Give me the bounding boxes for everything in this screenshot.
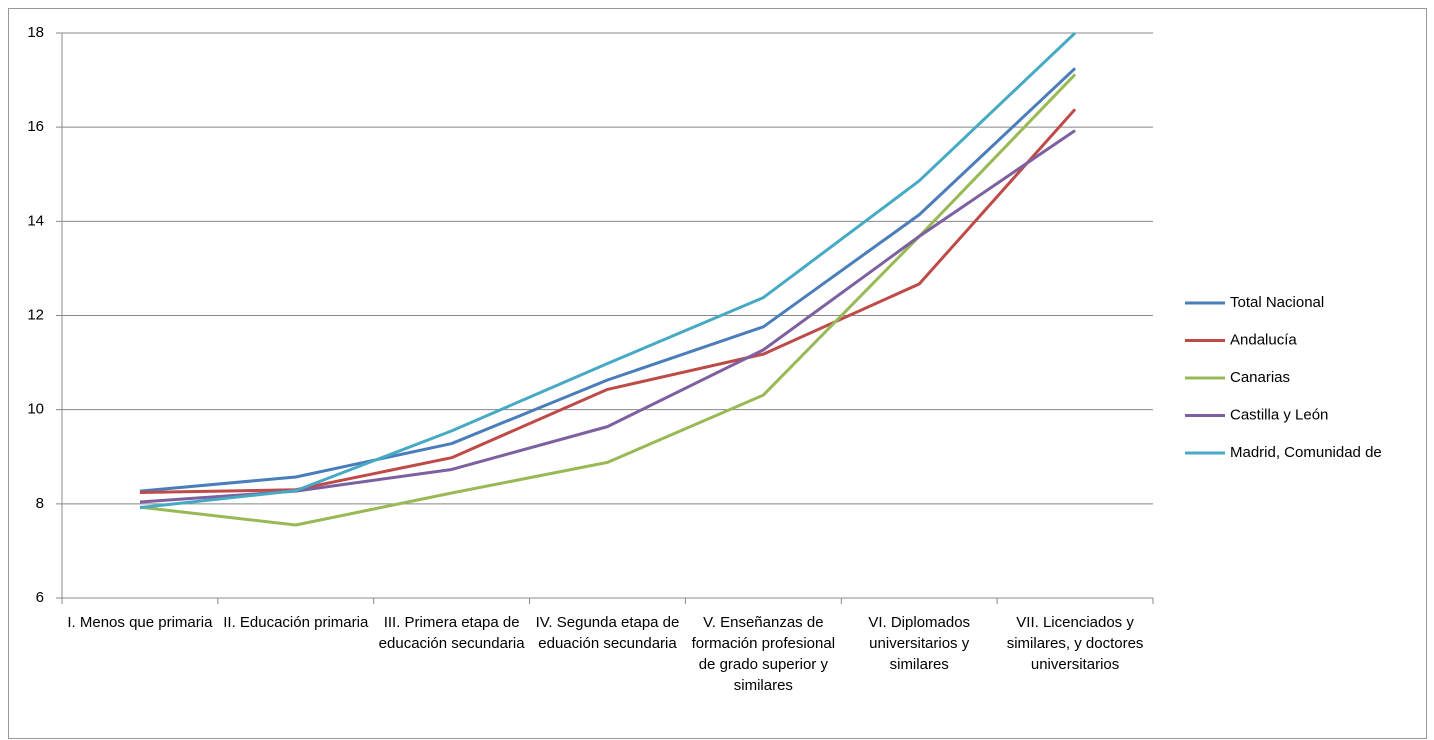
y-tick-label: 10	[27, 401, 44, 418]
series-line	[139, 31, 1077, 510]
y-tick-label: 18	[27, 24, 44, 41]
x-tick-label: III. Primera etapa de educación secundar…	[378, 614, 525, 652]
y-tick-label: 8	[36, 495, 44, 512]
legend-label: Total Nacional	[1230, 294, 1324, 311]
frame	[8, 8, 1427, 739]
series-line	[139, 73, 1077, 527]
y-tick-label: 16	[27, 118, 44, 135]
x-tick-label: V. Enseñanzas de formación profesional d…	[691, 614, 836, 694]
x-tick-label: II. Educación primaria	[223, 614, 369, 631]
series-line	[139, 129, 1076, 504]
series-line	[139, 67, 1077, 493]
legend-label: Canarias	[1230, 369, 1290, 386]
y-tick-label: 14	[27, 212, 44, 229]
y-tick-label: 12	[27, 306, 44, 323]
x-tick-label: VII. Licenciados y similares, y doctores…	[1006, 614, 1144, 673]
x-tick-label: VI. Diplomados universitarios y similare…	[868, 614, 971, 673]
legend-label: Andalucía	[1230, 331, 1297, 348]
x-tick-label: IV. Segunda etapa de eduación secundaria	[535, 614, 680, 652]
legend-label: Castilla y León	[1230, 406, 1328, 423]
legend-label: Madrid, Comunidad de	[1230, 444, 1382, 461]
x-tick-label: I. Menos que primaria	[67, 614, 213, 631]
y-tick-label: 6	[36, 589, 44, 606]
